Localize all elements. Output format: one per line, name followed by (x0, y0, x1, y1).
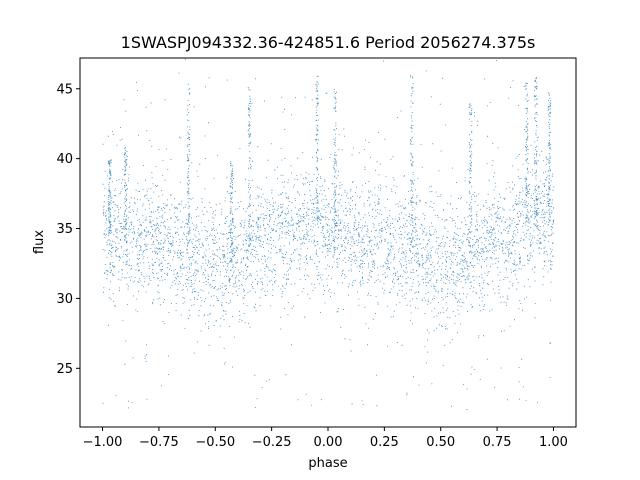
x-tick-label: 0.75 (483, 435, 512, 450)
y-axis-label: flux (32, 230, 47, 254)
y-tick-label: 35 (56, 222, 73, 237)
y-tick-label: 45 (56, 82, 73, 97)
chart-title: 1SWASPJ094332.36-424851.6 Period 2056274… (121, 33, 536, 52)
x-tick-label: 1.00 (539, 435, 568, 450)
x-tick-label: 0.25 (370, 435, 399, 450)
x-tick-label: 0.00 (314, 435, 343, 450)
x-axis-label: phase (308, 456, 347, 471)
y-axis: 25 30 35 40 45 (56, 82, 80, 377)
y-tick-label: 30 (56, 292, 73, 307)
y-tick-label: 40 (56, 152, 73, 167)
x-tick-label: 0.50 (426, 435, 455, 450)
x-tick-label: −0.25 (252, 435, 292, 450)
x-tick-label: −0.50 (195, 435, 235, 450)
x-axis: −1.00 −0.75 −0.50 −0.25 0.00 0.25 0.50 0.75 1.00 (83, 427, 568, 450)
x-tick-label: −0.75 (139, 435, 179, 450)
y-tick-label: 25 (56, 362, 73, 377)
x-tick-label: −1.00 (83, 435, 123, 450)
